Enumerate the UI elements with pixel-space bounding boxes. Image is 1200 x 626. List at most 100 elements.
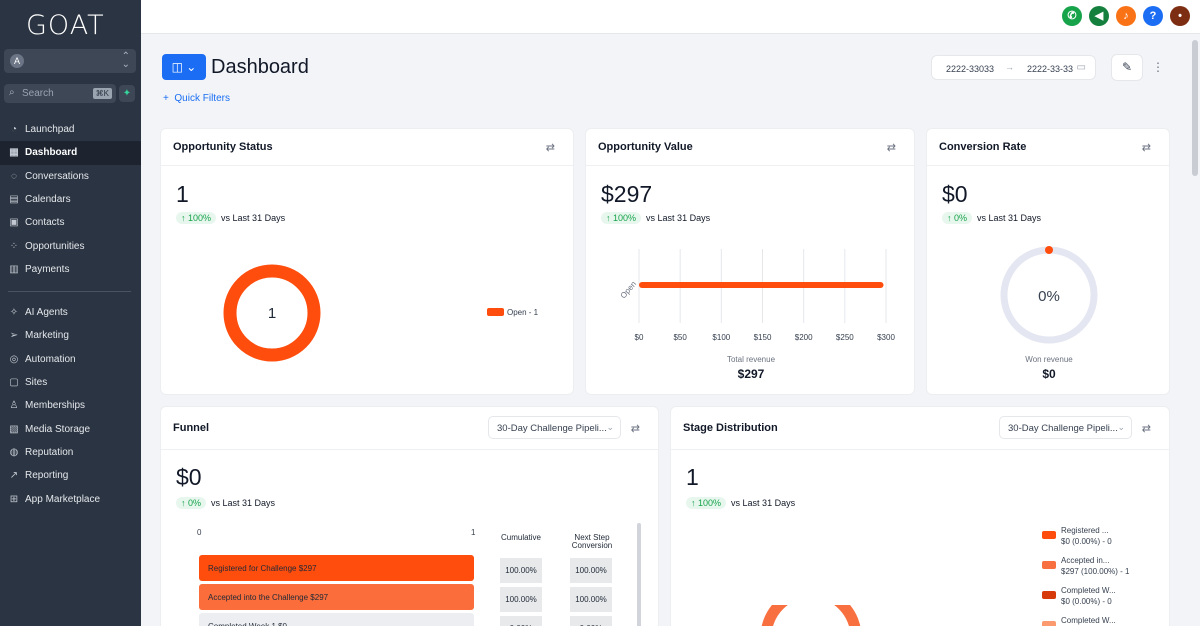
sidebar-item-automation[interactable]: ◎ Automation xyxy=(0,348,141,371)
send-icon: ➢ xyxy=(9,330,19,342)
account-avatar: A xyxy=(10,54,24,68)
card-header: Funnel 30-Day Challenge Pipeli... ⌄ ⇄ xyxy=(161,407,658,450)
date-to: 2222-33-33 xyxy=(1027,64,1074,74)
gauge-center-label: 0% xyxy=(1038,288,1060,305)
dashboard-switcher-button[interactable]: ◫ ⌄ xyxy=(162,54,206,80)
megaphone-icon[interactable]: ◀ xyxy=(1089,6,1109,26)
conversion-gauge: 0% xyxy=(1000,246,1098,344)
gauge-marker xyxy=(1045,246,1053,254)
sidebar-item-calendars[interactable]: ▤ Calendars xyxy=(0,188,141,211)
legend-stage-name: Completed W... xyxy=(1061,586,1116,595)
settings-icon[interactable]: ⇄ xyxy=(1141,142,1151,154)
legend-label: Accepted in... $297 (100.00%) - 1 xyxy=(1061,555,1130,577)
pencil-icon: ✎ xyxy=(1121,60,1133,74)
network-icon: ⁘ xyxy=(9,240,19,252)
sidebar-item-media-storage[interactable]: ▧ Media Storage xyxy=(0,417,141,440)
card-title: Funnel xyxy=(173,422,210,434)
sidebar-item-label: Launchpad xyxy=(25,124,75,136)
funnel-card: Funnel 30-Day Challenge Pipeli... ⌄ ⇄ $0… xyxy=(160,406,659,626)
funnel-bar-registered[interactable]: Registered for Challenge $297 xyxy=(199,555,474,581)
chevron-updown-icon: ⌃ ⌄ xyxy=(121,51,130,70)
bell-icon[interactable]: ♪ xyxy=(1116,6,1136,26)
sidebar-item-contacts[interactable]: ▣ Contacts xyxy=(0,211,141,234)
legend-swatch xyxy=(1042,561,1056,569)
sidebar-item-launchpad[interactable]: ◔ Launchpad xyxy=(0,118,141,141)
value-bar-chart: $0 $50 $100 $150 $200 $250 $300 Open xyxy=(619,249,895,342)
status-donut-chart: 1 xyxy=(223,264,321,362)
delta-value: 100% xyxy=(188,213,212,223)
sidebar-item-memberships[interactable]: ♙ Memberships xyxy=(0,394,141,417)
calendar-icon: ▤ xyxy=(9,194,19,206)
metric-value: $0 xyxy=(942,181,968,207)
sidebar-item-label: Media Storage xyxy=(25,423,91,435)
value-bar-open[interactable] xyxy=(639,282,884,288)
more-options-icon[interactable]: ⋮ xyxy=(1152,60,1164,74)
ai-spark-button[interactable]: ✦ xyxy=(119,85,135,102)
phone-icon[interactable]: ✆ xyxy=(1062,6,1082,26)
sidebar-item-app-marketplace[interactable]: ⊞ App Marketplace xyxy=(0,487,141,510)
search-input[interactable]: ⌕ Search ⌘K xyxy=(4,84,116,103)
delta-badge: ↑ 100% xyxy=(686,497,727,509)
sidebar-item-payments[interactable]: ▥ Payments xyxy=(0,258,141,281)
sidebar-item-dashboard[interactable]: ▦ Dashboard xyxy=(0,141,141,165)
legend-label: Open - 1 xyxy=(507,308,539,317)
legend-stage-value: $0 (0.00%) - 0 xyxy=(1061,537,1112,546)
pipeline-select[interactable]: 30-Day Challenge Pipeli... ⌄ xyxy=(488,416,621,439)
pipeline-select-value: 30-Day Challenge Pipeli... xyxy=(1008,423,1118,434)
metric-value: 1 xyxy=(686,464,699,490)
delta-text: vs Last 31 Days xyxy=(221,213,286,223)
funnel-bar-completed-week1[interactable]: Completed Week 1 $0 xyxy=(199,613,474,626)
settings-icon[interactable]: ⇄ xyxy=(1141,423,1151,435)
funnel-scrollbar[interactable] xyxy=(637,523,641,626)
sidebar-item-sites[interactable]: ▢ Sites xyxy=(0,371,141,394)
funnel-bar-accepted[interactable]: Accepted into the Challenge $297 xyxy=(199,584,474,610)
sidebar-item-ai-agents[interactable]: ✧ AI Agents xyxy=(0,301,141,324)
sidebar-item-marketing[interactable]: ➢ Marketing xyxy=(0,324,141,347)
automation-icon: ◎ xyxy=(9,353,19,365)
reporting-icon: ↗ xyxy=(9,470,19,482)
app-logo: GOAT xyxy=(26,10,105,41)
delta-text: vs Last 31 Days xyxy=(211,498,276,508)
pipeline-select[interactable]: 30-Day Challenge Pipeli... ⌄ xyxy=(999,416,1132,439)
sidebar-item-reporting[interactable]: ↗ Reporting xyxy=(0,464,141,487)
avatar[interactable]: • xyxy=(1170,6,1190,26)
donut-slice-open xyxy=(223,264,321,362)
metric-delta: ↑ 100% vs Last 31 Days xyxy=(176,212,285,224)
card-header: Stage Distribution 30-Day Challenge Pipe… xyxy=(671,407,1169,450)
edit-dashboard-button[interactable]: ✎ xyxy=(1111,54,1143,81)
page-scrollbar-track[interactable] xyxy=(1190,34,1200,626)
help-icon[interactable]: ? xyxy=(1143,6,1163,26)
sidebar-nav-primary: ◔ Launchpad ▦ Dashboard ◌ Conversations ▤ Calen… xyxy=(0,118,141,281)
quick-filters-link[interactable]: + Quick Filters xyxy=(163,93,230,104)
search-shortcut: ⌘K xyxy=(92,88,112,99)
card-title: Conversion Rate xyxy=(939,141,1027,153)
delta-text: vs Last 31 Days xyxy=(977,213,1042,223)
x-tick-label: $0 xyxy=(635,333,644,342)
sidebar: GOAT A ⌃ ⌄ ⌕ Search ⌘K ✦ ◔ Launchpad ▦ Dashb… xyxy=(0,0,141,626)
rocket-icon: ◔ xyxy=(10,124,18,136)
card-title: Stage Distribution xyxy=(683,422,778,434)
sidebar-item-opportunities[interactable]: ⁘ Opportunities xyxy=(0,234,141,257)
delta-value: 100% xyxy=(613,213,637,223)
card-header: Conversion Rate ⇄ xyxy=(927,129,1169,166)
x-tick-label: $100 xyxy=(712,333,730,342)
card-title: Opportunity Value xyxy=(598,141,693,153)
account-switcher[interactable]: A ⌃ ⌄ xyxy=(4,49,136,73)
membership-icon: ♙ xyxy=(9,400,19,412)
date-range-picker[interactable]: 2222-33033 → 2222-33-33 ▭ xyxy=(931,55,1096,80)
contacts-icon: ▣ xyxy=(9,217,19,229)
settings-icon[interactable]: ⇄ xyxy=(545,142,555,154)
donut-center-label: 1 xyxy=(268,305,276,322)
sidebar-item-label: Calendars xyxy=(25,194,71,206)
metric-delta: ↑ 0% vs Last 31 Days xyxy=(176,497,275,509)
calendar-icon: ▭ xyxy=(1076,62,1086,73)
settings-icon[interactable]: ⇄ xyxy=(886,142,896,154)
settings-icon[interactable]: ⇄ xyxy=(630,423,640,435)
page-scrollbar-thumb[interactable] xyxy=(1192,40,1198,176)
stage-distribution-card: Stage Distribution 30-Day Challenge Pipe… xyxy=(670,406,1170,626)
sidebar-item-conversations[interactable]: ◌ Conversations xyxy=(0,165,141,188)
sidebar-item-reputation[interactable]: ◍ Reputation xyxy=(0,441,141,464)
delta-badge: ↑ 100% xyxy=(601,212,642,224)
reputation-icon: ◍ xyxy=(9,446,19,458)
sidebar-item-label: Dashboard xyxy=(25,147,78,159)
